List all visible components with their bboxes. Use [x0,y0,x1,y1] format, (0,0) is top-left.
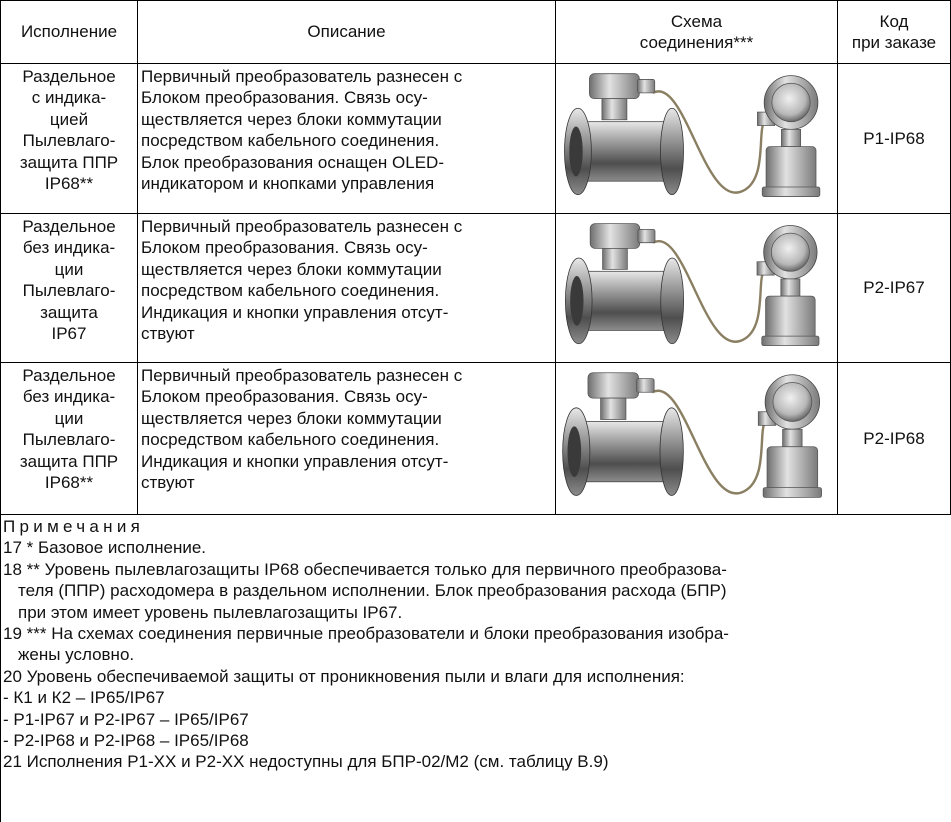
text-line: Первичный преобразователь разнесен с [141,366,463,385]
text-line: при заказе [851,33,937,52]
notes: Примечания 17 * Базовое исполнение. 18 ** … [3,516,943,773]
text-line: Индикация и кнопки управления отсут- [141,451,449,471]
text-line: посредством кабельного соединения. [141,281,440,301]
v-rule [837,0,838,514]
text-line: Раздельное [22,217,116,236]
version-cell: Раздельное с индика-цией Пылевлаго-защита … [1,66,137,213]
text-line: Схема [670,11,723,31]
description-cell: Первичный преобразователь разнесен с Блок… [141,66,554,213]
version-cell: Раздельное без индика-ции Пылевлаго-защита… [1,216,137,362]
text-line: 21 Исполнения P1-XX и P2-XX недоступны д… [3,752,609,772]
header-cell: Схема соединения*** [556,1,837,63]
text-line: Раздельное [22,366,116,385]
header-cell: Описание [138,1,555,63]
text-line: ствуют [141,473,195,493]
text-line: индикатором и кнопками управления [141,174,435,194]
h-rule [0,514,951,515]
text-line: цией [49,109,89,129]
header-cell: Исполнение [1,1,137,63]
text-line: 18 ** Уровень пылевлагозащиты IP68 обесп… [3,559,727,579]
text-line: без индика- [22,238,116,258]
text-line: P2-IP68 [863,428,925,448]
text-line: 19 *** На схемах соединения первичные пр… [3,624,729,644]
text-line: жены условно. [18,645,135,665]
flowmeter-illustration [563,72,822,198]
text-line: ществляется через блоки коммутации [141,259,442,279]
text-line: IP68** [44,473,94,493]
text-line: Описание [307,22,386,42]
text-line: 20 Уровень обеспечиваемой защиты от прон… [3,666,685,686]
text-line: Раздельное [22,67,116,86]
text-line: Блоком преобразования. Связь осу- [141,238,428,258]
text-line: с индика- [31,88,107,108]
text-line: Блоком преобразования. Связь осу- [141,387,428,407]
code-cell: P2-IP68 [838,363,950,514]
connection-diagram [563,72,822,198]
v-rule [0,0,1,822]
text-line: IP67 [51,324,87,344]
text-line: Исполнение [20,22,118,42]
code-cell: P1-IP68 [838,64,950,213]
flowmeter-illustration [561,371,823,499]
v-rule [137,0,138,514]
text-line: без индика- [22,387,116,407]
v-rule [555,0,556,514]
header-cell: Код при заказе [838,1,950,63]
h-rule [0,362,951,363]
h-rule [0,63,951,64]
text-line: при этом имеет уровень пылевлагозащиты I… [18,602,403,622]
flowmeter-illustration [564,222,821,347]
text-line: ствуют [141,324,195,344]
text-line: 17 * Базовое исполнение. [3,538,207,558]
text-line: соединения*** [639,33,754,52]
text-line: - P2-IP68 и P2-IP68 – IP65/IP68 [3,731,249,751]
text-line: Блоком преобразования. Связь осу- [141,88,428,108]
text-line: ции [54,259,84,279]
text-line: посредством кабельного соединения. [141,430,440,450]
text-line: - К1 и К2 – IP65/IP67 [3,688,165,708]
h-rule [0,213,951,214]
connection-diagram [561,371,823,499]
h-rule [0,0,951,1]
text-line: ществляется через блоки коммутации [141,408,442,428]
text-line: ции [54,408,84,428]
text-line: теля (ППР) расходомера в раздельном испо… [18,581,727,601]
text-line: ществляется через блоки коммутации [141,109,442,129]
text-line: Блок преобразования оснащен OLED- [141,152,444,172]
text-line: Примечания [3,517,145,536]
code-cell: P2-IP67 [838,214,950,362]
text-line: - P1-IP67 и P2-IP67 – IP65/IP67 [3,709,249,729]
text-line: Первичный преобразователь разнесен с [141,67,463,86]
description-cell: Первичный преобразователь разнесен с Блок… [141,216,554,362]
text-line: P2-IP67 [863,278,925,298]
text-line: IP68** [44,174,94,194]
text-line: Код [879,11,909,31]
text-line: Пылевлаго- [22,430,116,450]
description-cell: Первичный преобразователь разнесен с Блок… [141,365,554,514]
text-line: Пылевлаго- [22,281,116,301]
text-line: Пылевлаго- [22,131,116,151]
text-line: Первичный преобразователь разнесен с [141,217,463,236]
text-line: защита [40,302,98,322]
text-line: Индикация и кнопки управления отсут- [141,302,449,322]
text-line: посредством кабельного соединения. [141,131,440,151]
version-cell: Раздельное без индика-ции Пылевлаго-защита… [1,365,137,514]
text-line: P1-IP68 [863,128,925,148]
text-line: защита ППР [19,152,119,172]
text-line: защита ППР [19,451,119,471]
connection-diagram [564,222,821,347]
